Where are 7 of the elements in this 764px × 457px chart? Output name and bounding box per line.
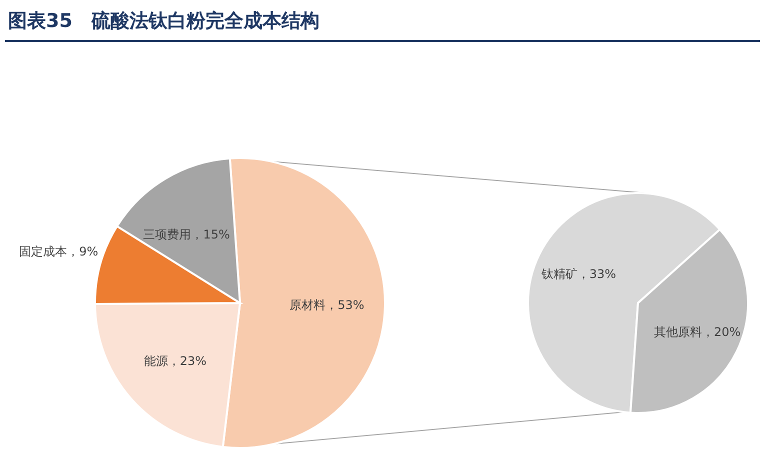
slice-label: 钛精矿，33%	[540, 267, 616, 282]
slice-label: 三项费用，15%	[143, 227, 230, 242]
slice-label: 能源，23%	[144, 354, 206, 368]
slice-label: 其他原料，20%	[654, 324, 741, 339]
slice-label: 固定成本，9%	[19, 244, 98, 259]
slice-label: 原材料，53%	[290, 298, 364, 312]
chart-title: 图表35 硫酸法钛白粉完全成本结构	[8, 9, 320, 34]
